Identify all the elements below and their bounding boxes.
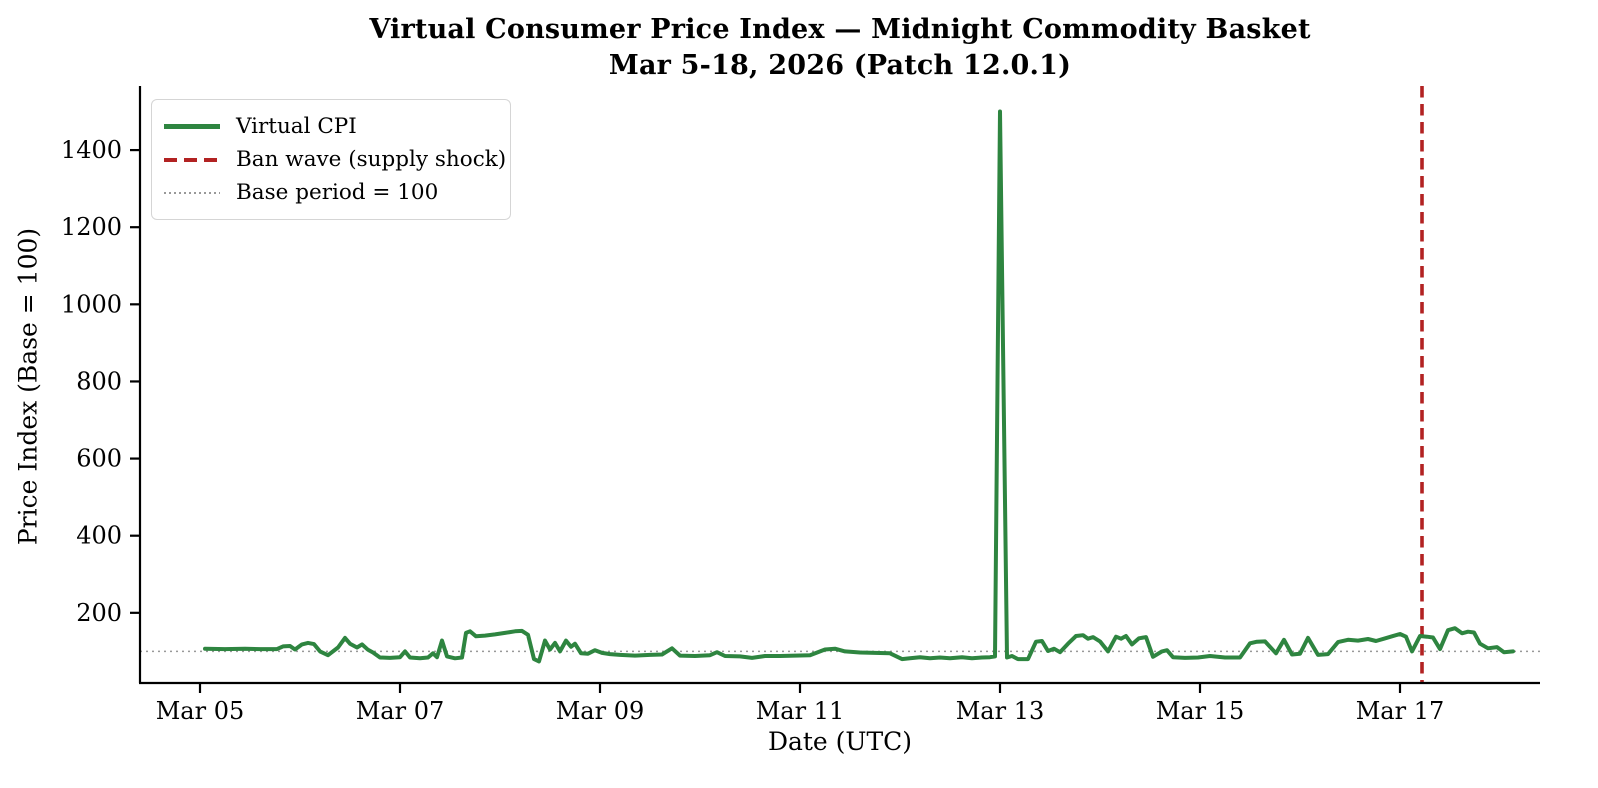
legend-item-virtual-cpi: Virtual CPI bbox=[164, 110, 496, 143]
y-tick-label: 1000 bbox=[61, 290, 122, 318]
dashed-line-swatch-icon bbox=[164, 157, 220, 162]
y-tick-label: 1200 bbox=[61, 213, 122, 241]
x-tick-label: Mar 17 bbox=[1356, 697, 1445, 725]
x-tick-label: Mar 07 bbox=[356, 697, 445, 725]
legend: Virtual CPI Ban wave (supply shock) Base… bbox=[151, 99, 511, 220]
chart-title-line2: Mar 5-18, 2026 (Patch 12.0.1) bbox=[608, 50, 1072, 81]
x-tick-label: Mar 09 bbox=[556, 697, 645, 725]
legend-label: Ban wave (supply shock) bbox=[236, 147, 507, 172]
chart-title-line1: Virtual Consumer Price Index — Midnight … bbox=[369, 14, 1311, 45]
x-tick-label: Mar 05 bbox=[156, 697, 245, 725]
legend-item-ban-wave: Ban wave (supply shock) bbox=[164, 143, 506, 176]
x-tick-label: Mar 15 bbox=[1156, 697, 1245, 725]
x-tick-label: Mar 13 bbox=[956, 697, 1045, 725]
x-tick-label: Mar 11 bbox=[756, 697, 845, 725]
legend-item-base-period: Base period = 100 bbox=[164, 176, 496, 209]
solid-line-swatch-icon bbox=[164, 124, 220, 129]
legend-label: Virtual CPI bbox=[236, 114, 357, 139]
y-tick-label: 600 bbox=[76, 445, 122, 473]
virtual-cpi-series bbox=[203, 109, 1515, 664]
y-tick-label: 1400 bbox=[61, 136, 122, 164]
y-tick-label: 800 bbox=[76, 367, 122, 395]
y-tick-label: 200 bbox=[76, 599, 122, 627]
x-axis-label: Date (UTC) bbox=[767, 727, 913, 756]
legend-label: Base period = 100 bbox=[236, 180, 439, 205]
dotted-line-swatch-icon bbox=[164, 191, 220, 194]
y-tick-label: 400 bbox=[76, 522, 122, 550]
